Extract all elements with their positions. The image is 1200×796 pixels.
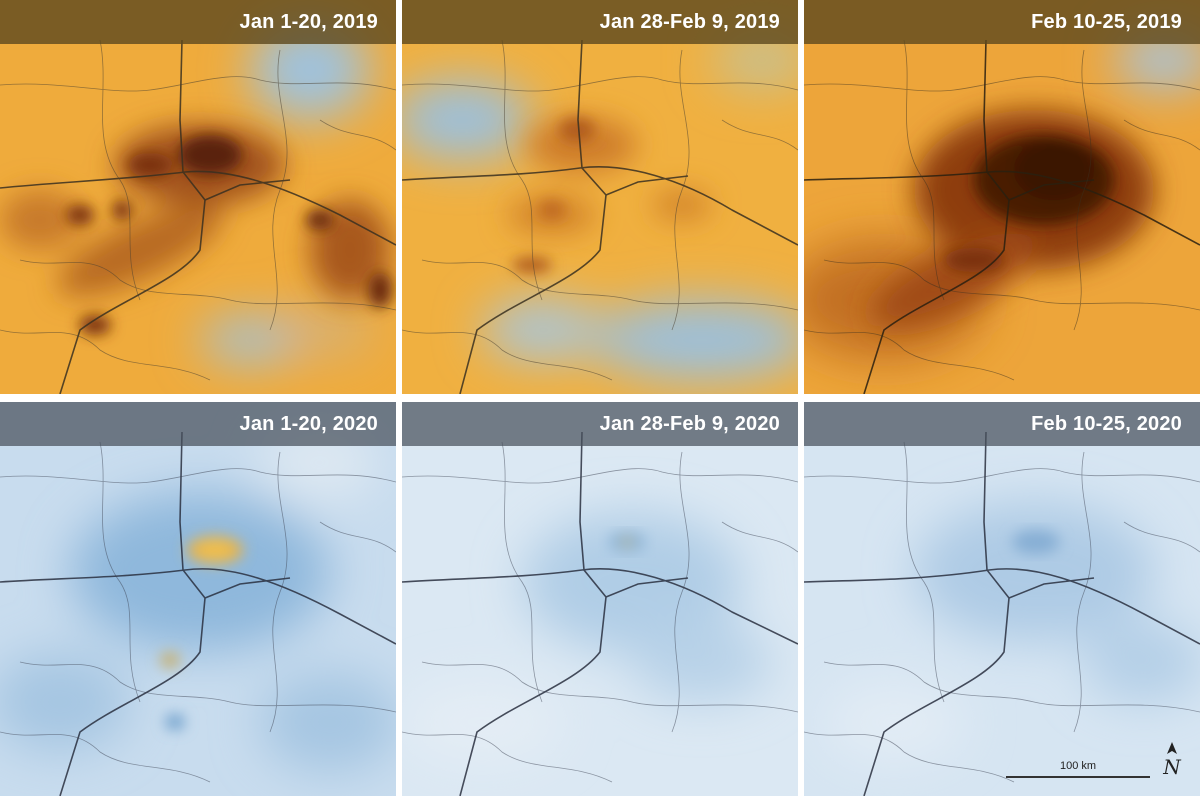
scale-bar: 100 km xyxy=(1004,760,1152,784)
panel-label: Feb 10-25, 2019 xyxy=(804,0,1200,44)
map-panel-late-jan-2020: Jan 28-Feb 9, 2020 xyxy=(402,402,798,796)
north-arrow-icon: N xyxy=(1162,742,1182,779)
map-feb-2019 xyxy=(804,0,1200,394)
panel-label: Jan 28-Feb 9, 2019 xyxy=(402,0,798,44)
north-label: N xyxy=(1162,755,1182,779)
map-panel-jan-2020: Jan 1-20, 2020 xyxy=(0,402,396,796)
scale-bar-label: 100 km xyxy=(1059,760,1097,772)
map-panel-feb-2019: Feb 10-25, 2019 xyxy=(804,0,1200,394)
map-panel-jan-2019: Jan 1-20, 2019 xyxy=(0,0,396,394)
map-panel-feb-2020: Feb 10-25, 2020 xyxy=(804,402,1200,796)
panel-label: Jan 1-20, 2019 xyxy=(0,0,396,44)
panel-label: Jan 1-20, 2020 xyxy=(0,402,396,446)
map-jan-2019 xyxy=(0,0,396,394)
map-late-jan-2019 xyxy=(402,0,798,394)
map-late-jan-2020 xyxy=(402,402,798,796)
panel-label: Feb 10-25, 2020 xyxy=(804,402,1200,446)
map-panel-late-jan-2019: Jan 28-Feb 9, 2019 xyxy=(402,0,798,394)
scale-bar-line xyxy=(1006,776,1150,778)
map-jan-2020 xyxy=(0,402,396,796)
map-feb-2020 xyxy=(804,402,1200,796)
panel-label: Jan 28-Feb 9, 2020 xyxy=(402,402,798,446)
